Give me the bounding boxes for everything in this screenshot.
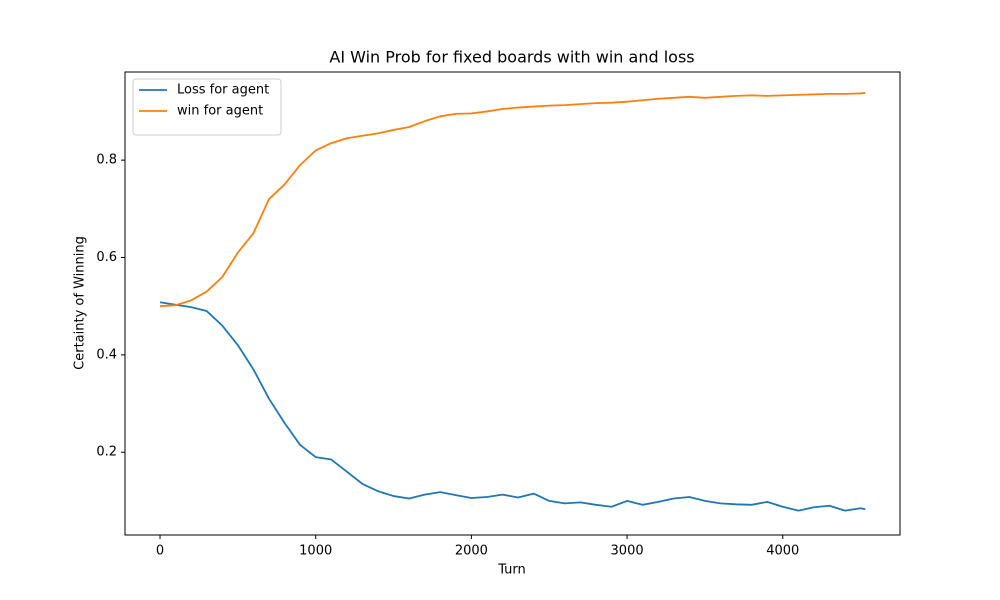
legend-box	[132, 78, 282, 136]
y-tick-label: 0.4	[96, 347, 117, 362]
data-line	[159, 301, 866, 512]
y-tick-label: 0.6	[96, 250, 117, 265]
plot-frame	[124, 71, 901, 536]
x-tick-label: 0	[156, 544, 164, 559]
y-tick-label: 0.8	[96, 153, 117, 168]
x-axis-label: Turn	[497, 563, 526, 578]
data-line	[159, 92, 866, 308]
x-tick-label: 1000	[299, 544, 332, 559]
y-axis-label: Certainty of Winning	[73, 236, 88, 370]
x-tick-label: 4000	[766, 544, 799, 559]
legend-label: win for agent	[177, 104, 263, 119]
legend-label: Loss for agent	[177, 83, 269, 98]
x-tick-label: 2000	[455, 544, 488, 559]
x-tick-label: 3000	[611, 544, 644, 559]
chart-title: AI Win Prob for fixed boards with win an…	[329, 48, 694, 67]
y-tick-label: 0.2	[96, 445, 117, 460]
